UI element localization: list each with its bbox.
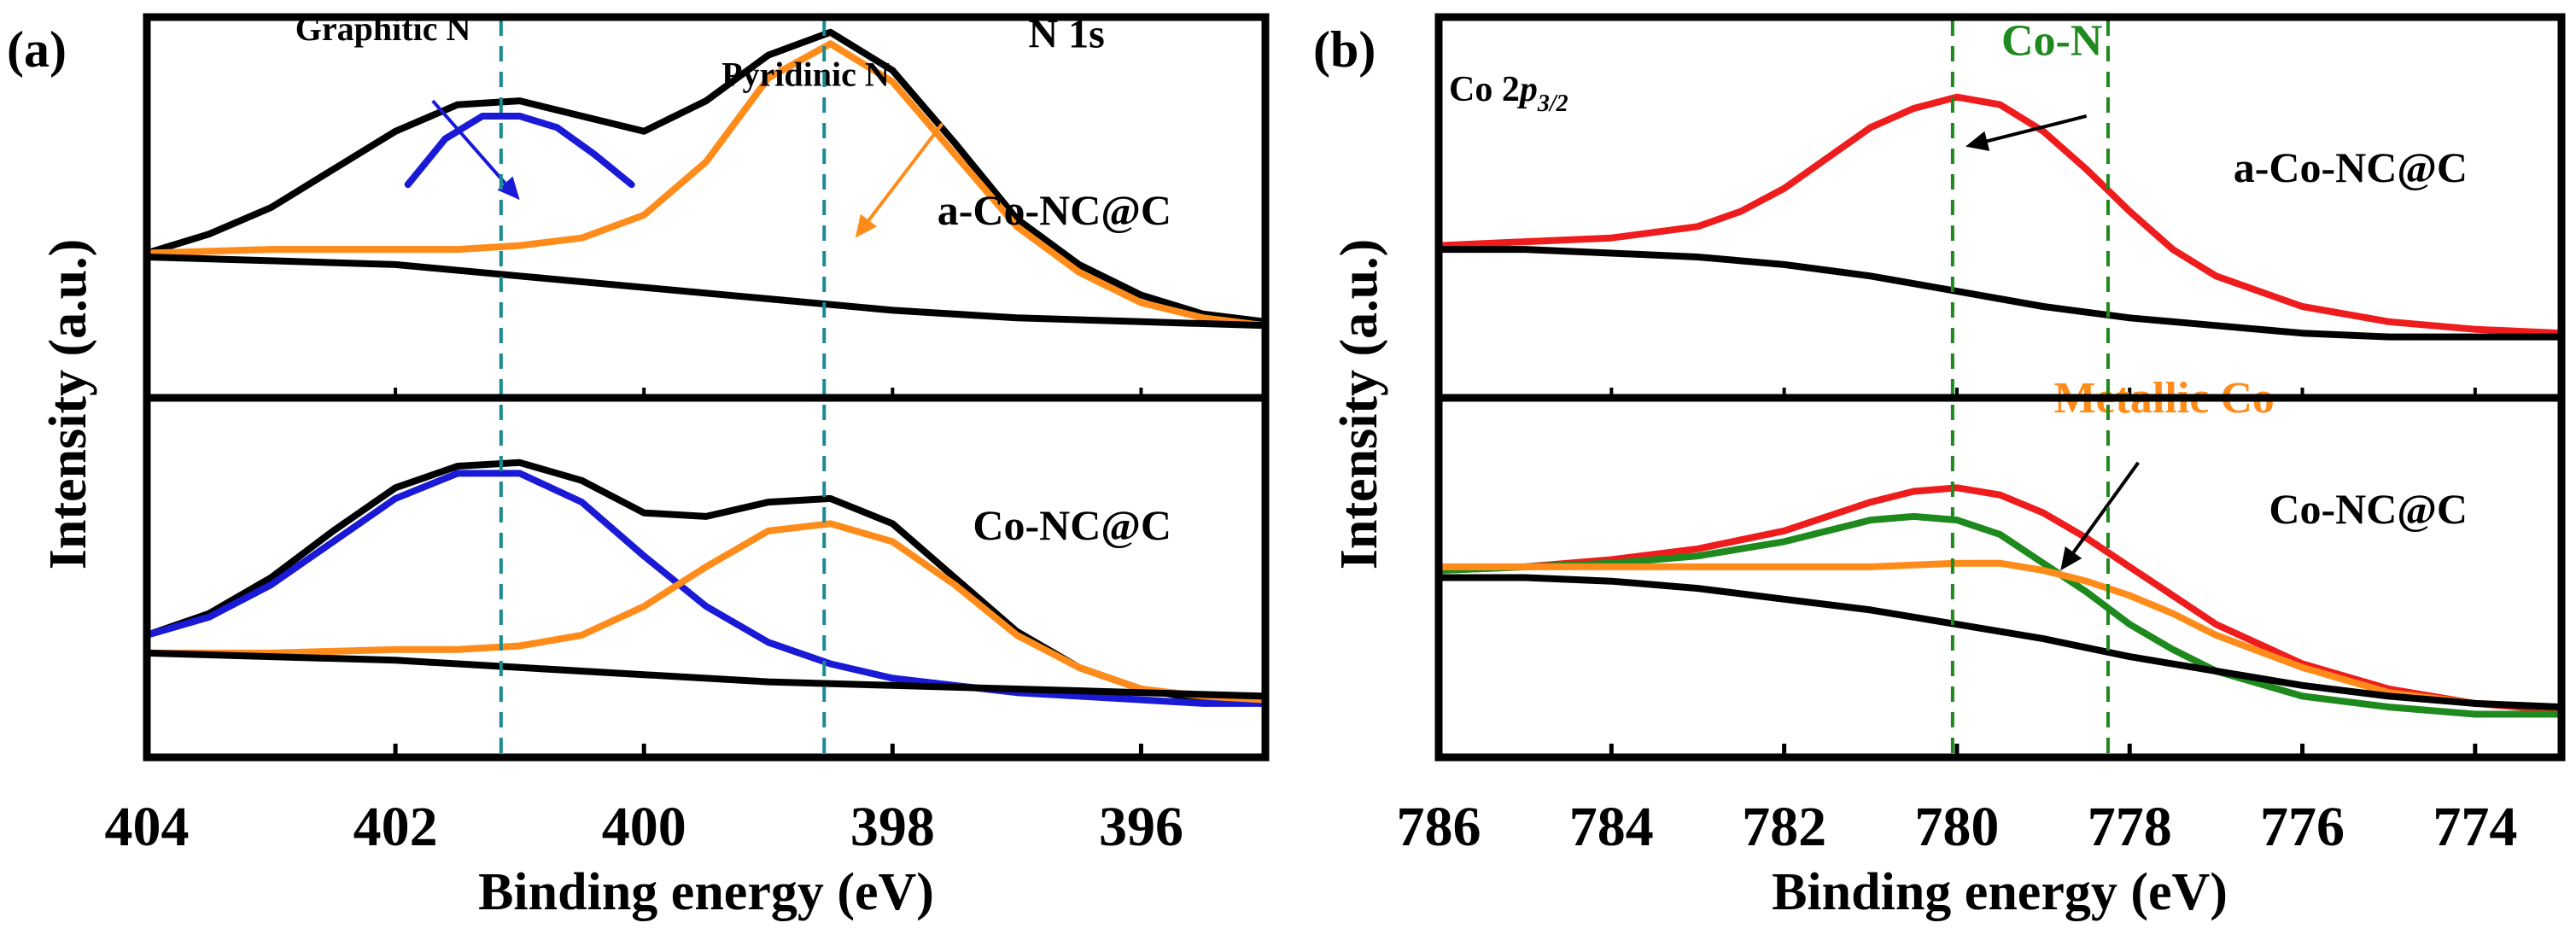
series-background-line (143, 649, 1269, 700)
y-axis-label: Intensity (a.u.) (1330, 239, 1388, 570)
sample-label: a-Co-NC@C (2234, 143, 2468, 191)
title-p: p (1517, 70, 1538, 109)
series-pyridinic-n-line (143, 520, 1269, 704)
series-background-line (1435, 246, 2565, 341)
title-text: Co 2 (1449, 70, 1520, 109)
series-graphitic-n-line (143, 470, 1269, 707)
x-tick-label: 776 (2260, 796, 2345, 858)
plot-frame (143, 13, 1270, 762)
series-envelope-line (143, 28, 1269, 325)
series-co-n-line (1435, 93, 2565, 337)
series-envelope-line (1435, 484, 2565, 715)
annotation-arrowhead (855, 213, 877, 238)
sample-label: a-Co-NC@C (938, 186, 1171, 234)
x-tick-label: 400 (602, 796, 686, 858)
annotation-label: Co-N (2001, 17, 2102, 66)
series-envelope-line (143, 458, 1269, 707)
x-tick-label: 782 (1742, 796, 1826, 858)
x-axis-label: Binding energy (eV) (478, 863, 934, 921)
x-tick-label: 784 (1569, 796, 1654, 858)
x-tick-label: 396 (1099, 796, 1183, 858)
annotation-arrow (867, 122, 944, 222)
panel-label: (a) (7, 21, 67, 78)
sample-label: Co-NC@C (2269, 485, 2468, 533)
subpanel-co-nc-c: Co-NC@C (143, 458, 1269, 707)
spectrum-title: Co 2p3/2 (1449, 70, 1568, 117)
annotation-arrowhead (497, 176, 520, 201)
series-graphitic-n-line (404, 113, 635, 189)
x-tick-label: 786 (1397, 796, 1481, 858)
annotation-arrow (2071, 461, 2140, 554)
panel-label: (b) (1313, 21, 1376, 78)
sample-label: Co-NC@C (973, 501, 1171, 549)
x-tick-label: 398 (850, 796, 935, 858)
series-pyridinic-n-line (143, 40, 1269, 330)
series-background-line (143, 254, 1269, 330)
y-axis-label: Intensity (a.u.) (39, 239, 97, 570)
x-tick-label: 402 (353, 796, 438, 858)
x-tick-label: 404 (105, 796, 190, 858)
x-axis-label: Binding energy (eV) (1772, 863, 2228, 921)
x-tick-label: 774 (2433, 796, 2517, 858)
annotation-label: Pyridinic N (721, 55, 890, 93)
x-tick-label: 780 (1914, 796, 1999, 858)
plot-frame (1434, 13, 2566, 762)
annotation-arrowhead (2060, 546, 2082, 571)
x-tick-label: 778 (2088, 796, 2172, 858)
title-subscript: 3/2 (1537, 91, 1568, 117)
annotation-arrow (431, 99, 507, 184)
panel-b: (b)Intensity (a.u.)Binding energy (eV)78… (1313, 13, 2566, 921)
series-co-n-line (1435, 512, 2565, 718)
series-background-line (1435, 574, 2565, 711)
annotation-arrowhead (1966, 131, 1990, 151)
annotation-arrow (1986, 114, 2088, 143)
subpanel-a-co-nc-c: a-Co-NC@C Co 2p3/2 Co-N (1435, 17, 2565, 341)
panel-a: (a)Intensity (a.u.)Binding energy (eV)40… (7, 9, 1270, 921)
series-metallic-co-line (1435, 559, 2565, 711)
